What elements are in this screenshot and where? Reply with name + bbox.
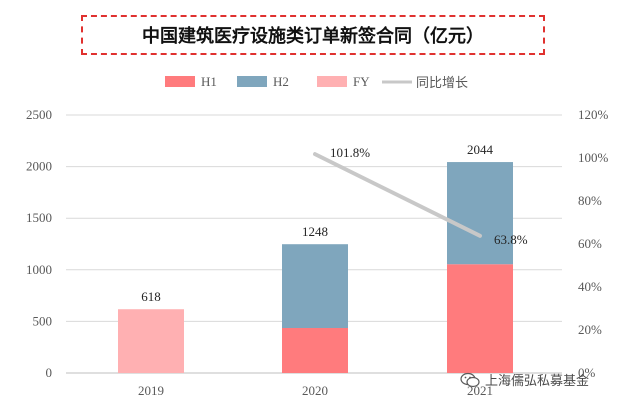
legend-label: H1: [201, 74, 217, 89]
y-left-tick-label: 1000: [26, 262, 52, 277]
bar-h1-2020: [282, 328, 348, 373]
y-right-tick-label: 0%: [578, 365, 596, 380]
total-label: 618: [141, 289, 161, 304]
watermark-text: 上海儒弘私募基金: [485, 374, 590, 389]
bar-h2-2020: [282, 244, 348, 329]
total-label: 2044: [467, 142, 494, 157]
y-left-tick-label: 2500: [26, 107, 52, 122]
wechat-icon: [460, 372, 480, 387]
legend-label: H2: [273, 74, 289, 89]
legend-label: 同比增长: [416, 75, 468, 90]
chart-title-box: 中国建筑医疗设施类订单新签合同（亿元）: [81, 15, 545, 55]
y-left-tick-label: 1500: [26, 210, 52, 225]
yoy-growth-line: [313, 152, 482, 238]
legend-swatch-h2: [237, 76, 267, 87]
y-right-tick-label: 40%: [578, 279, 602, 294]
y-right-tick-label: 80%: [578, 193, 602, 208]
y-left-tick-label: 500: [33, 313, 53, 328]
chart-title: 中国建筑医疗设施类订单新签合同（亿元）: [142, 26, 484, 47]
legend-swatch-fy: [317, 76, 347, 87]
bar-h2-2021: [447, 162, 513, 265]
y-right-tick-label: 60%: [578, 236, 602, 251]
y-right-tick-label: 20%: [578, 322, 602, 337]
x-tick-label: 2021: [467, 383, 493, 398]
y-left-tick-label: 0: [46, 365, 53, 380]
yoy-label: 101.8%: [330, 145, 370, 160]
legend-label: FY: [353, 74, 370, 89]
y-left-tick-label: 2000: [26, 159, 52, 174]
watermark: 上海儒弘私募基金: [460, 370, 589, 389]
bar-h1-2021: [447, 264, 513, 373]
yoy-label: 63.8%: [494, 232, 528, 247]
y-right-tick-label: 100%: [578, 150, 609, 165]
legend-swatch-h1: [165, 76, 195, 87]
y-right-tick-label: 120%: [578, 107, 609, 122]
bar-fy-2019: [118, 309, 184, 373]
x-tick-label: 2020: [302, 383, 328, 398]
total-label: 1248: [302, 224, 328, 239]
x-tick-label: 2019: [138, 383, 164, 398]
